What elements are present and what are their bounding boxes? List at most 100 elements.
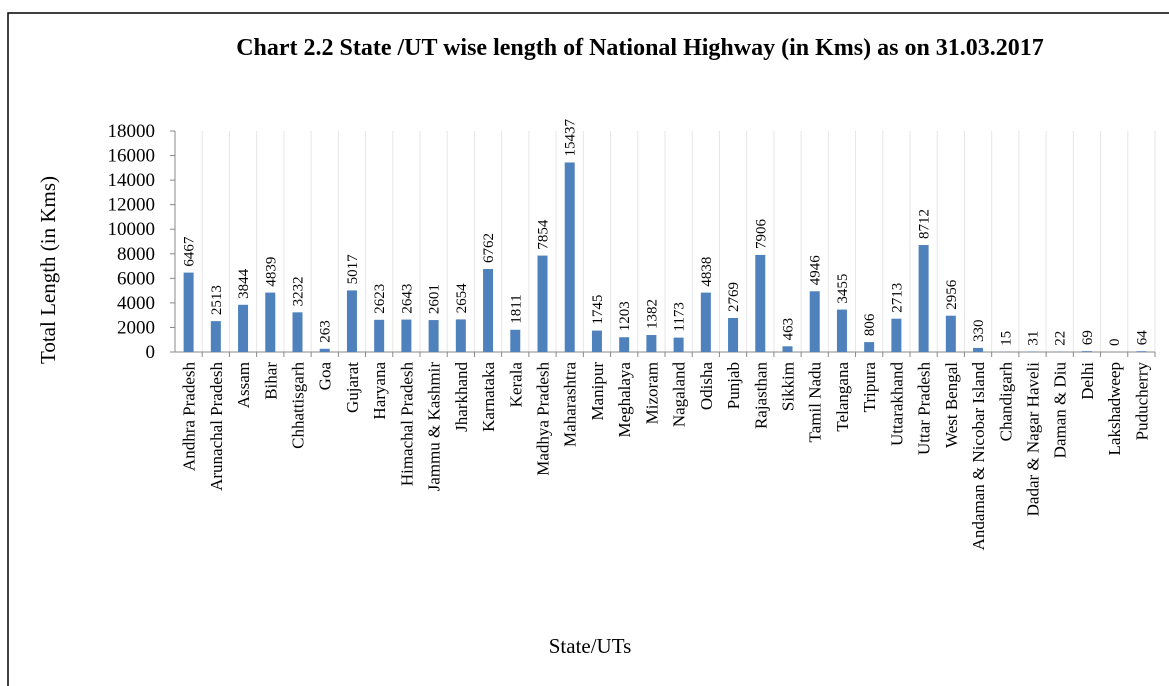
data-label: 31 (1026, 331, 1042, 346)
x-tick-label: West Bengal (942, 362, 961, 448)
x-axis-label: State/UTs (549, 634, 632, 658)
x-tick-label: Delhi (1078, 362, 1097, 400)
bar (1136, 351, 1147, 352)
x-tick-label: Maharashtra (561, 362, 580, 447)
x-tick-label: Karnataka (479, 362, 498, 432)
bar (673, 337, 684, 352)
data-label: 15 (998, 331, 1014, 346)
y-axis-label: Total Length (in Kms) (36, 176, 60, 364)
y-tick-label: 14000 (108, 170, 156, 191)
bar (401, 319, 412, 352)
data-label: 5017 (345, 254, 361, 285)
x-tick-label: Nagaland (670, 362, 689, 428)
x-tick-label: Lakshadweep (1105, 362, 1124, 455)
data-label: 263 (318, 320, 334, 343)
data-label: 7906 (753, 218, 769, 249)
data-label: 2643 (399, 284, 415, 314)
x-tick-label: Sikkim (779, 362, 798, 411)
data-label: 3844 (236, 268, 252, 298)
y-tick-label: 6000 (117, 268, 155, 289)
bar (483, 268, 494, 352)
data-label: 7854 (536, 219, 552, 250)
bar (836, 309, 847, 352)
bar (728, 318, 739, 352)
x-tick-label: Chandigarh (996, 362, 1015, 442)
y-tick-label: 18000 (108, 121, 156, 142)
data-label: 2654 (454, 283, 470, 314)
bar (374, 319, 385, 352)
chart-title: Chart 2.2 State /UT wise length of Natio… (236, 35, 1044, 61)
bar (346, 290, 357, 352)
x-tick-label: Andaman & Nicobar Island (969, 362, 988, 551)
y-tick-label: 2000 (117, 317, 155, 338)
bar (265, 292, 276, 352)
bar (455, 319, 466, 352)
x-tick-label: Rajasthan (751, 362, 770, 430)
bar (510, 329, 521, 352)
data-label: 8712 (917, 209, 933, 239)
y-tick-label: 12000 (108, 195, 156, 216)
bar (619, 337, 630, 352)
x-tick-label: Gujarat (343, 362, 362, 413)
bar (319, 348, 330, 352)
x-tick-label: Jharkhand (452, 362, 471, 432)
data-label: 4838 (699, 257, 715, 287)
bar (782, 346, 793, 352)
x-tick-label: Assam (234, 362, 253, 408)
bar (891, 318, 902, 352)
data-label: 3232 (291, 276, 307, 306)
x-tick-label: Himachal Pradesh (397, 362, 416, 487)
data-label: 15437 (563, 118, 579, 156)
x-tick-label: Uttar Pradesh (915, 362, 934, 456)
x-tick-label: Puducherry (1132, 362, 1151, 441)
bar (646, 335, 657, 352)
frame (7, 12, 1169, 686)
data-label: 2623 (372, 284, 388, 314)
data-label: 22 (1053, 331, 1069, 346)
data-label: 2713 (889, 283, 905, 313)
data-label: 1811 (508, 294, 524, 323)
data-label: 2769 (726, 282, 742, 312)
x-tick-label: Jammu & Kashmir (425, 362, 444, 492)
bar (428, 320, 439, 352)
x-tick-label: Tamil Nadu (806, 362, 825, 443)
bar (292, 312, 303, 352)
data-label: 69 (1080, 330, 1096, 345)
bar (700, 292, 711, 352)
x-tick-label: Chhattisgarh (289, 362, 308, 449)
x-tick-label: Andhra Pradesh (180, 362, 199, 472)
data-label: 64 (1134, 330, 1150, 346)
data-label: 2601 (427, 284, 443, 314)
bar (591, 330, 602, 352)
bar (183, 272, 194, 352)
x-tick-label: Madhya Pradesh (534, 362, 553, 476)
x-tick-label: Meghalaya (615, 362, 634, 438)
bar (238, 304, 249, 352)
data-label: 1382 (644, 299, 660, 329)
y-tick-label: 8000 (117, 244, 155, 265)
x-tick-label: Manipur (588, 362, 607, 421)
bar (945, 315, 956, 352)
bar (564, 162, 575, 352)
data-label: 806 (862, 313, 878, 336)
data-label: 0 (1107, 339, 1123, 347)
bar (864, 342, 875, 352)
data-label: 330 (971, 319, 987, 342)
bar (537, 255, 548, 352)
data-label: 2513 (209, 285, 225, 315)
data-label: 2956 (944, 279, 960, 310)
data-label: 6762 (481, 233, 497, 263)
x-tick-label: Uttarakhand (887, 362, 906, 447)
bar (973, 347, 984, 352)
data-label: 1745 (590, 295, 606, 325)
x-tick-label: Bihar (261, 362, 280, 400)
bar (1081, 351, 1092, 352)
y-tick-label: 10000 (108, 219, 156, 240)
bar (210, 321, 221, 352)
data-label: 6467 (182, 236, 198, 267)
x-tick-label: Daman & Diu (1051, 362, 1070, 459)
x-tick-label: Punjab (724, 362, 743, 409)
x-tick-label: Tripura (860, 362, 879, 413)
